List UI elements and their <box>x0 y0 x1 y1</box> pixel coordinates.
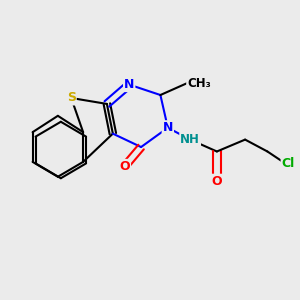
Text: S: S <box>67 92 76 104</box>
Text: Cl: Cl <box>282 157 295 170</box>
Text: N: N <box>124 78 134 91</box>
Text: O: O <box>119 160 130 173</box>
Text: CH₃: CH₃ <box>187 76 211 90</box>
Text: NH: NH <box>180 133 200 146</box>
Text: N: N <box>163 121 173 134</box>
Text: O: O <box>212 175 222 188</box>
